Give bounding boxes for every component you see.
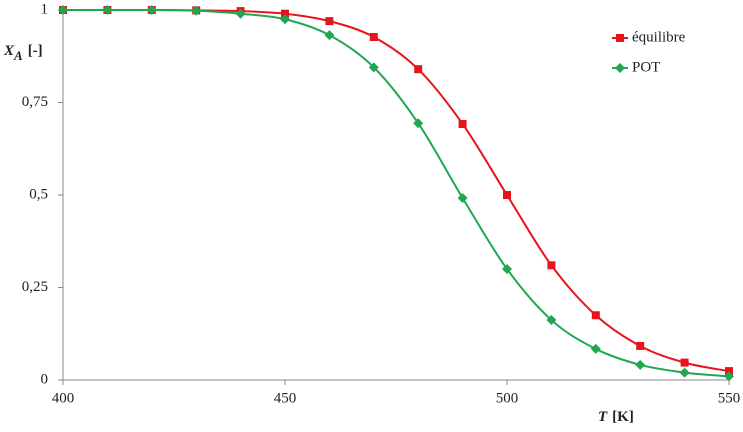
legend-label: POT [632, 59, 660, 75]
marker [458, 119, 467, 128]
marker [503, 191, 511, 199]
marker [281, 9, 289, 18]
marker [724, 371, 734, 382]
marker [590, 343, 601, 354]
marker [591, 311, 600, 320]
marker [680, 358, 689, 367]
legend-label: équilibre [632, 29, 686, 45]
marker [58, 5, 68, 15]
marker [369, 33, 378, 42]
marker [280, 14, 290, 25]
marker [502, 264, 512, 274]
y-tick-label: 0,75 [22, 94, 48, 110]
y-tick-label: 0 [41, 371, 49, 387]
x-tick-label: 500 [496, 390, 519, 406]
marker [725, 367, 733, 376]
y-axis-label: XA [-] [3, 43, 43, 63]
x-label-symbol: T [598, 409, 608, 425]
x-tick-label: 450 [274, 390, 297, 406]
y-tick-label: 1 [41, 1, 49, 17]
marker [324, 30, 335, 41]
marker [414, 65, 423, 74]
marker [546, 315, 557, 326]
marker [146, 5, 157, 15]
marker [635, 359, 646, 370]
marker [235, 8, 246, 19]
y-tick-label: 0,5 [29, 186, 48, 202]
x-tick-label: 400 [52, 390, 75, 406]
marker [325, 17, 334, 26]
marker [636, 341, 645, 350]
marker [457, 192, 468, 203]
series-line [62, 8, 730, 378]
marker [102, 5, 113, 15]
y-label-subscript: A [13, 48, 23, 63]
series-line [62, 8, 730, 373]
x-tick-label: 550 [718, 390, 741, 406]
y-label-symbol: X [3, 43, 15, 59]
y-label-unit: [-] [28, 43, 43, 59]
marker [191, 5, 202, 16]
legend-marker [615, 63, 625, 73]
y-tick-label: 0,25 [22, 279, 48, 295]
legend-marker [616, 34, 624, 42]
marker [368, 62, 379, 73]
x-label-unit: [K] [612, 409, 634, 425]
x-axis-label: T [K] [598, 409, 634, 425]
marker [413, 118, 424, 129]
marker [679, 367, 690, 378]
marker [547, 261, 556, 270]
